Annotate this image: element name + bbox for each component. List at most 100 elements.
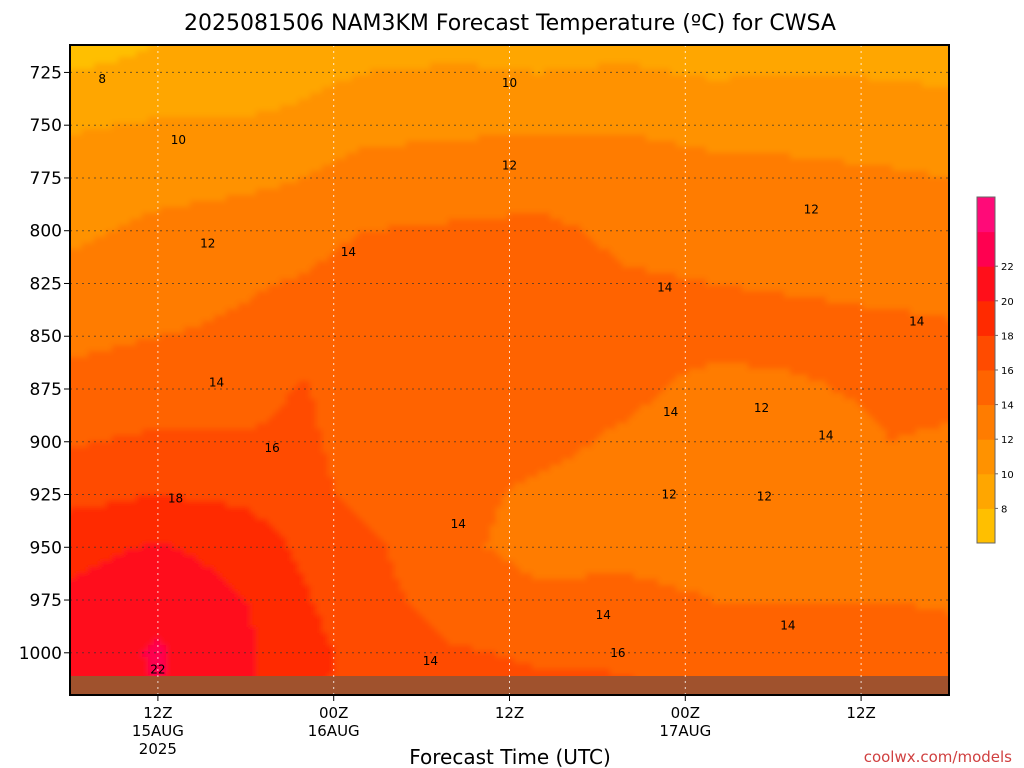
temperature-cell bbox=[160, 663, 167, 670]
temperature-cell bbox=[190, 249, 197, 256]
temperature-cell bbox=[232, 63, 239, 70]
temperature-cell bbox=[82, 471, 89, 478]
temperature-cell bbox=[304, 459, 311, 466]
temperature-cell bbox=[142, 441, 149, 448]
temperature-cell bbox=[118, 171, 125, 178]
temperature-cell bbox=[208, 99, 215, 106]
temperature-cell bbox=[250, 99, 257, 106]
temperature-cell bbox=[226, 513, 233, 520]
temperature-cell bbox=[268, 165, 275, 172]
temperature-cell bbox=[232, 477, 239, 484]
temperature-cell bbox=[244, 351, 251, 358]
temperature-cell bbox=[178, 45, 185, 52]
temperature-cell bbox=[82, 573, 89, 580]
temperature-cell bbox=[328, 153, 335, 160]
temperature-cell bbox=[118, 639, 125, 646]
temperature-cell bbox=[106, 249, 113, 256]
temperature-cell bbox=[202, 375, 209, 382]
temperature-cell bbox=[106, 285, 113, 292]
temperature-cell bbox=[226, 537, 233, 544]
temperature-cell bbox=[136, 513, 143, 520]
temperature-cell bbox=[268, 219, 275, 226]
temperature-cell bbox=[232, 75, 239, 82]
temperature-cell bbox=[268, 291, 275, 298]
temperature-cell bbox=[100, 507, 107, 514]
temperature-cell bbox=[298, 315, 305, 322]
temperature-cell bbox=[274, 393, 281, 400]
temperature-cell bbox=[88, 249, 95, 256]
temperature-cell bbox=[154, 609, 161, 616]
temperature-cell bbox=[196, 465, 203, 472]
temperature-cell bbox=[130, 99, 137, 106]
temperature-cell bbox=[262, 519, 269, 526]
temperature-cell bbox=[106, 87, 113, 94]
temperature-cell bbox=[328, 405, 335, 412]
temperature-cell bbox=[76, 525, 83, 532]
temperature-cell bbox=[88, 51, 95, 58]
temperature-cell bbox=[124, 75, 131, 82]
temperature-cell bbox=[244, 45, 251, 52]
temperature-cell bbox=[298, 147, 305, 154]
temperature-cell bbox=[292, 537, 299, 544]
temperature-cell bbox=[226, 279, 233, 286]
temperature-cell bbox=[244, 357, 251, 364]
temperature-cell bbox=[328, 459, 335, 466]
temperature-cell bbox=[232, 591, 239, 598]
temperature-cell bbox=[106, 327, 113, 334]
temperature-cell bbox=[82, 345, 89, 352]
temperature-cell bbox=[214, 483, 221, 490]
temperature-cell bbox=[208, 381, 215, 388]
temperature-cell bbox=[88, 183, 95, 190]
temperature-cell bbox=[166, 435, 173, 442]
temperature-cell bbox=[286, 507, 293, 514]
temperature-cell bbox=[226, 105, 233, 112]
temperature-cell bbox=[184, 435, 191, 442]
temperature-cell bbox=[196, 597, 203, 604]
temperature-cell bbox=[76, 267, 83, 274]
temperature-cell bbox=[244, 273, 251, 280]
temperature-cell bbox=[76, 495, 83, 502]
temperature-cell bbox=[124, 393, 131, 400]
temperature-cell bbox=[160, 327, 167, 334]
temperature-cell bbox=[232, 87, 239, 94]
temperature-cell bbox=[184, 363, 191, 370]
temperature-cell bbox=[190, 69, 197, 76]
temperature-cell bbox=[154, 627, 161, 634]
temperature-cell bbox=[202, 189, 209, 196]
temperature-cell bbox=[256, 255, 263, 262]
temperature-cell bbox=[220, 153, 227, 160]
temperature-cell bbox=[112, 627, 119, 634]
temperature-cell bbox=[292, 297, 299, 304]
temperature-cell bbox=[136, 99, 143, 106]
temperature-cell bbox=[304, 435, 311, 442]
temperature-cell bbox=[322, 339, 329, 346]
temperature-cell bbox=[118, 105, 125, 112]
temperature-cell bbox=[274, 561, 281, 568]
temperature-cell bbox=[304, 93, 311, 100]
temperature-cell bbox=[244, 579, 251, 586]
temperature-cell bbox=[256, 465, 263, 472]
temperature-cell bbox=[148, 351, 155, 358]
temperature-cell bbox=[88, 231, 95, 238]
temperature-cell bbox=[142, 285, 149, 292]
temperature-cell bbox=[106, 573, 113, 580]
temperature-cell bbox=[148, 57, 155, 64]
temperature-cell bbox=[184, 537, 191, 544]
temperature-cell bbox=[190, 501, 197, 508]
temperature-cell bbox=[280, 315, 287, 322]
temperature-cell bbox=[184, 303, 191, 310]
temperature-cell bbox=[232, 177, 239, 184]
temperature-cell bbox=[178, 75, 185, 82]
temperature-cell bbox=[208, 279, 215, 286]
temperature-cell bbox=[322, 345, 329, 352]
temperature-cell bbox=[172, 69, 179, 76]
temperature-cell bbox=[70, 627, 77, 634]
temperature-cell bbox=[196, 171, 203, 178]
temperature-cell bbox=[280, 501, 287, 508]
temperature-cell bbox=[268, 309, 275, 316]
temperature-cell bbox=[196, 399, 203, 406]
temperature-cell bbox=[250, 69, 257, 76]
temperature-cell bbox=[112, 519, 119, 526]
temperature-cell bbox=[220, 537, 227, 544]
temperature-cell bbox=[184, 513, 191, 520]
